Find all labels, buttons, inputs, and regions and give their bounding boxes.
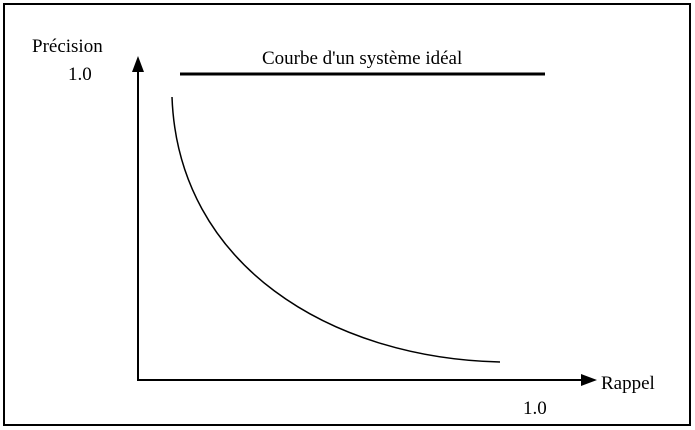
x-axis-label: Rappel bbox=[601, 373, 655, 394]
ideal-curve-label: Courbe d'un système idéal bbox=[262, 48, 462, 69]
y-axis-label: Précision bbox=[32, 36, 103, 57]
y-axis-tick: 1.0 bbox=[68, 64, 92, 85]
y-axis-arrow bbox=[132, 56, 144, 72]
x-axis-arrow bbox=[581, 374, 597, 386]
real-curve bbox=[171, 96, 501, 363]
x-axis-tick: 1.0 bbox=[523, 398, 547, 419]
